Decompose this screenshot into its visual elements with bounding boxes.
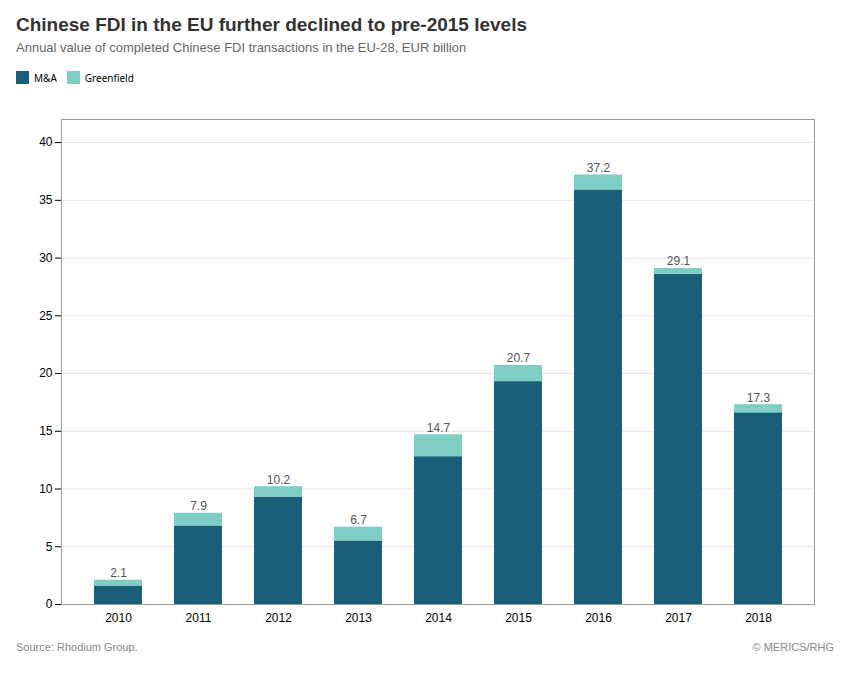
svg-text:10: 10	[39, 482, 53, 496]
svg-text:2017: 2017	[665, 611, 692, 625]
svg-text:17.3: 17.3	[747, 391, 771, 405]
svg-text:2010: 2010	[105, 611, 132, 625]
svg-text:5: 5	[46, 540, 53, 554]
svg-text:7.9: 7.9	[190, 499, 207, 513]
svg-text:2015: 2015	[505, 611, 532, 625]
svg-text:2016: 2016	[585, 611, 612, 625]
svg-text:6.7: 6.7	[350, 513, 367, 527]
html-text:Source: Rhodium Group.: Source: Rhodium Group.	[16, 641, 138, 653]
svg-text:20.7: 20.7	[507, 351, 531, 365]
html-text:© MERICS/RHG: © MERICS/RHG	[752, 641, 834, 653]
svg-text:30: 30	[39, 251, 53, 265]
svg-text:2011: 2011	[186, 611, 212, 625]
svg-text:2.1: 2.1	[110, 566, 127, 580]
svg-text:25: 25	[39, 309, 53, 323]
svg-text:0: 0	[46, 597, 53, 611]
svg-text:35: 35	[39, 193, 53, 207]
svg-text:2012: 2012	[265, 611, 292, 625]
svg-text:20: 20	[39, 366, 53, 380]
svg-text:10.2: 10.2	[267, 473, 291, 487]
html-text:Annual value of completed Chin: Annual value of completed Chinese FDI tr…	[16, 40, 467, 55]
svg-text:15: 15	[39, 424, 53, 438]
svg-text:2013: 2013	[345, 611, 372, 625]
svg-text:40: 40	[39, 135, 53, 149]
svg-text:29.1: 29.1	[667, 254, 691, 268]
html-text:M&A: M&A	[34, 70, 57, 85]
svg-text:2018: 2018	[745, 611, 772, 625]
html-text:Greenfield: Greenfield	[84, 70, 134, 85]
svg-text:14.7: 14.7	[427, 421, 451, 435]
svg-text:37.2: 37.2	[587, 161, 611, 175]
svg-text:2014: 2014	[425, 611, 452, 625]
html-text:Chinese FDI in the EU further: Chinese FDI in the EU further declined t…	[16, 14, 527, 35]
